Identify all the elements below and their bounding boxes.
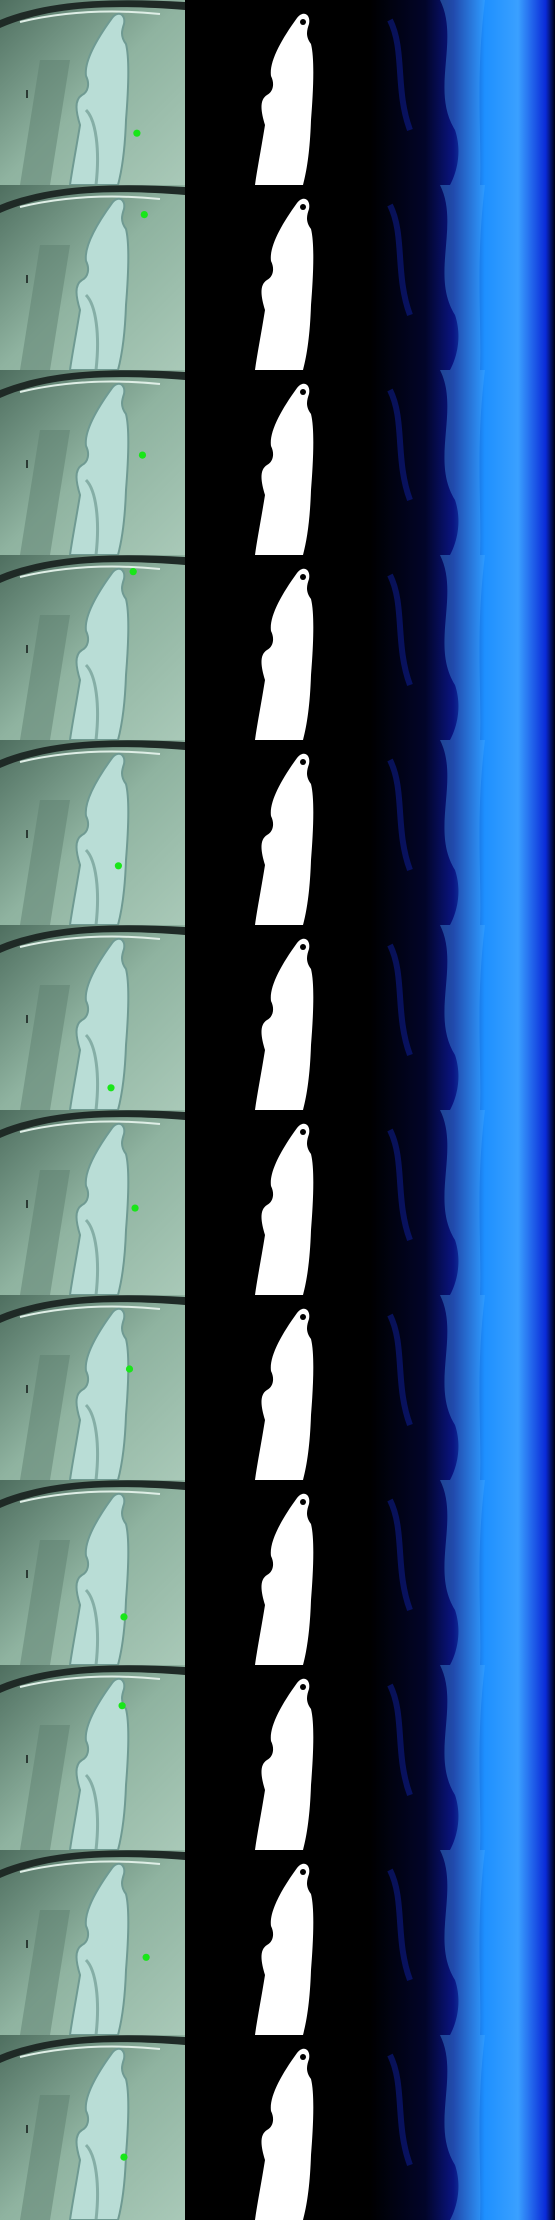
grid-row xyxy=(0,925,555,1110)
mask-panel xyxy=(185,370,370,555)
mask-panel xyxy=(185,555,370,740)
grid-row xyxy=(0,555,555,740)
photo-panel xyxy=(0,370,185,555)
heatmap-panel xyxy=(370,925,555,1110)
grid-row xyxy=(0,2035,555,2220)
grid-row xyxy=(0,1480,555,1665)
mask-panel xyxy=(185,1110,370,1295)
prompt-point-marker xyxy=(107,1084,115,1092)
prompt-point-marker xyxy=(142,1953,150,1961)
prompt-point-marker xyxy=(140,211,148,219)
grid-row xyxy=(0,0,555,185)
grid-row xyxy=(0,370,555,555)
mask-panel xyxy=(185,0,370,185)
prompt-point-marker xyxy=(133,129,141,137)
photo-panel xyxy=(0,1480,185,1665)
heatmap-panel xyxy=(370,1480,555,1665)
heatmap-panel xyxy=(370,0,555,185)
grid-row xyxy=(0,1295,555,1480)
grid-row xyxy=(0,1665,555,1850)
mask-panel xyxy=(185,1295,370,1480)
grid-row xyxy=(0,740,555,925)
grid-row xyxy=(0,1850,555,2035)
heatmap-panel xyxy=(370,1665,555,1850)
prompt-point-marker xyxy=(120,2153,128,2161)
prompt-point-marker xyxy=(129,568,137,576)
grid-row xyxy=(0,185,555,370)
photo-panel xyxy=(0,555,185,740)
heatmap-panel xyxy=(370,1295,555,1480)
heatmap-panel xyxy=(370,2035,555,2220)
prompt-point-marker xyxy=(118,1702,126,1710)
photo-panel xyxy=(0,1295,185,1480)
photo-panel xyxy=(0,185,185,370)
mask-panel xyxy=(185,1480,370,1665)
photo-panel xyxy=(0,0,185,185)
prompt-point-marker xyxy=(125,1365,134,1373)
heatmap-panel xyxy=(370,185,555,370)
prompt-point-marker xyxy=(131,1204,139,1212)
photo-panel xyxy=(0,1850,185,2035)
photo-panel xyxy=(0,1110,185,1295)
heatmap-panel xyxy=(370,1110,555,1295)
heatmap-panel xyxy=(370,1850,555,2035)
photo-panel xyxy=(0,925,185,1110)
photo-panel xyxy=(0,1665,185,1850)
mask-panel xyxy=(185,1850,370,2035)
photo-panel xyxy=(0,2035,185,2220)
heatmap-panel xyxy=(370,740,555,925)
prompt-point-marker xyxy=(138,451,147,459)
prompt-point-marker xyxy=(114,862,122,870)
mask-panel xyxy=(185,740,370,925)
photo-panel xyxy=(0,740,185,925)
mask-panel xyxy=(185,925,370,1110)
mask-panel xyxy=(185,1665,370,1850)
prompt-point-marker xyxy=(120,1613,128,1621)
mask-panel xyxy=(185,2035,370,2220)
heatmap-panel xyxy=(370,555,555,740)
mask-panel xyxy=(185,185,370,370)
grid-row xyxy=(0,1110,555,1295)
heatmap-panel xyxy=(370,370,555,555)
